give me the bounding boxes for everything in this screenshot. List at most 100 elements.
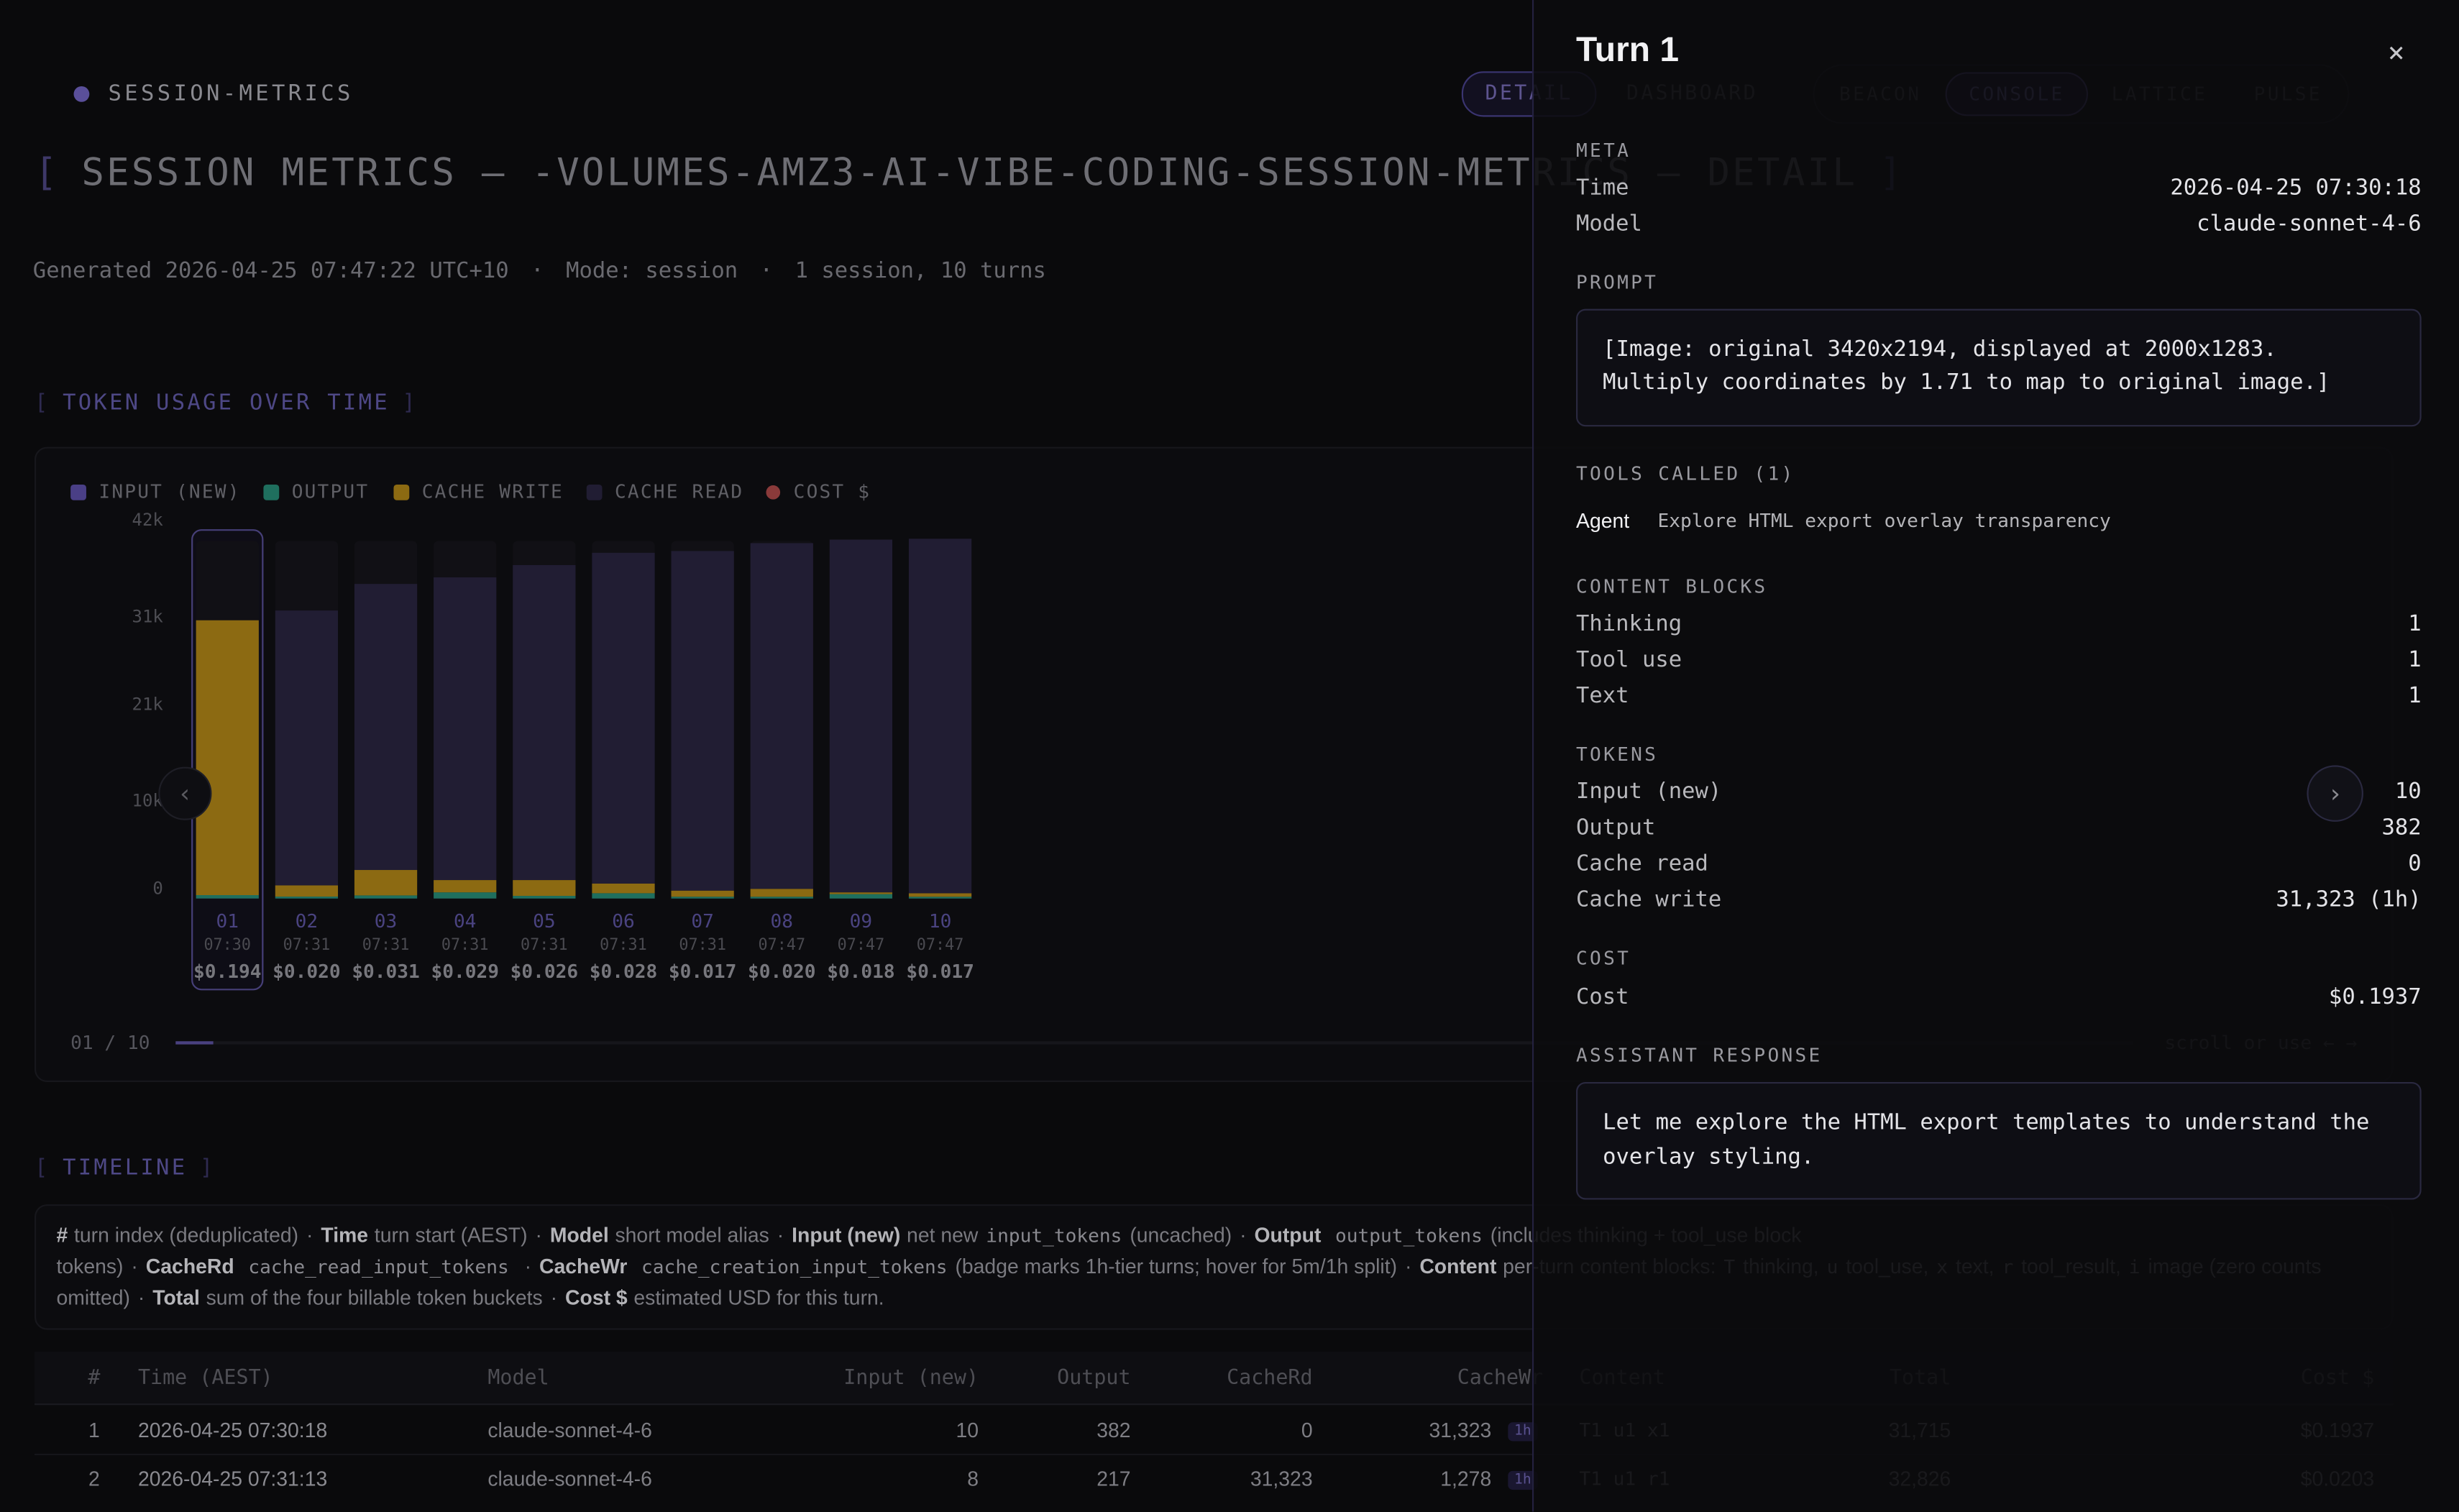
column-header: # bbox=[88, 1367, 100, 1390]
cost-label: $0.018 bbox=[827, 961, 894, 983]
prev-icon: ‹ bbox=[178, 779, 193, 808]
section-label: CONTENT BLOCKS bbox=[1576, 575, 1767, 597]
x-tick-label: 01 bbox=[216, 911, 239, 933]
x-tick-label: 10 bbox=[929, 911, 952, 933]
x-time-label: 07:31 bbox=[283, 936, 331, 954]
close-button[interactable]: × bbox=[2388, 37, 2405, 70]
bar-segment bbox=[909, 893, 971, 897]
legend-label: INPUT (NEW) bbox=[99, 481, 240, 503]
table-cell: 1 bbox=[88, 1419, 100, 1442]
bar-segment bbox=[513, 565, 575, 880]
row-key: Model bbox=[1576, 211, 1642, 237]
row-value: 10 bbox=[2395, 779, 2422, 805]
meta-line: Generated 2026-04-25 07:47:22 UTC+10·Mod… bbox=[33, 259, 1046, 284]
row-key: Input (new) bbox=[1576, 779, 1721, 805]
x-time-label: 07:31 bbox=[362, 936, 410, 954]
section-label: TOKENS bbox=[1576, 743, 1658, 766]
bracket: [ bbox=[35, 1155, 50, 1181]
legend-text: turn index (deduplicated) bbox=[74, 1223, 298, 1247]
bar-segment bbox=[830, 892, 892, 894]
bracket: [ bbox=[35, 150, 60, 194]
column-header: CacheWr bbox=[1457, 1367, 1544, 1390]
x-time-label: 07:47 bbox=[758, 936, 805, 954]
legend-label: COST $ bbox=[794, 481, 871, 503]
row-key: Cost bbox=[1576, 985, 1629, 1010]
legend-text: estimated USD for this turn. bbox=[633, 1286, 884, 1310]
y-tick-label: 42k bbox=[132, 510, 164, 530]
row-value: claude-sonnet-4-6 bbox=[2197, 211, 2422, 237]
response-text: Let me explore the HTML export templates… bbox=[1603, 1106, 2394, 1175]
y-tick-label: 21k bbox=[132, 694, 164, 714]
separator: · bbox=[760, 259, 773, 284]
row-value: 31,323 (1h) bbox=[2276, 888, 2421, 913]
legend-label: OUTPUT bbox=[292, 481, 370, 503]
section-title-text: TIMELINE bbox=[63, 1155, 187, 1181]
y-tick-label: 0 bbox=[152, 879, 162, 899]
separator: · bbox=[1405, 1255, 1411, 1278]
table-cell: claude-sonnet-4-6 bbox=[487, 1467, 652, 1490]
column-header: Input (new) bbox=[843, 1367, 979, 1390]
row-key: Tool use bbox=[1576, 648, 1682, 673]
bracket: [ bbox=[35, 390, 50, 416]
legend-term: Model bbox=[550, 1223, 609, 1247]
separator: · bbox=[1240, 1223, 1246, 1247]
legend-term: CacheRd bbox=[146, 1255, 234, 1278]
legend-code: cache_read_input_tokens bbox=[248, 1256, 508, 1278]
bar-segment bbox=[672, 891, 734, 897]
bar-segment bbox=[592, 553, 654, 884]
column-header: Model bbox=[487, 1367, 549, 1390]
legend-label: CACHE READ bbox=[615, 481, 743, 503]
cost-label: $0.020 bbox=[273, 961, 340, 983]
x-tick-label: 07 bbox=[691, 911, 713, 933]
bar-segment bbox=[354, 870, 417, 895]
cost-label: $0.017 bbox=[906, 961, 974, 983]
bar-segment bbox=[275, 897, 338, 899]
bracket: ] bbox=[402, 390, 418, 416]
bar-segment bbox=[592, 893, 654, 898]
legend-term: # bbox=[57, 1223, 68, 1247]
column-header: Output bbox=[1057, 1367, 1130, 1390]
legend-text: (badge marks 1h-tier turns; hover for 5m… bbox=[955, 1255, 1397, 1278]
drawer-title: Turn 1 bbox=[1576, 29, 1679, 70]
legend-term: Cost $ bbox=[565, 1286, 628, 1310]
tool-desc: Explore HTML export overlay transparency bbox=[1657, 510, 2110, 532]
legend-swatch bbox=[587, 485, 603, 500]
row-value: 382 bbox=[2381, 815, 2421, 840]
bar-segment bbox=[434, 577, 496, 880]
x-tick-label: 08 bbox=[771, 911, 794, 933]
legend-term: Input (new) bbox=[792, 1223, 900, 1247]
x-tick-label: 09 bbox=[850, 911, 873, 933]
bar-segment bbox=[196, 895, 259, 899]
separator: · bbox=[306, 1223, 313, 1247]
table-cell: 2026-04-25 07:31:13 bbox=[138, 1467, 327, 1490]
row-value: 1 bbox=[2408, 684, 2421, 709]
meta-item: Generated 2026-04-25 07:47:22 UTC+10 bbox=[33, 259, 509, 284]
bar-segment bbox=[275, 610, 338, 885]
section-label: PROMPT bbox=[1576, 271, 1658, 293]
row-value: 1 bbox=[2408, 648, 2421, 673]
bar-segment bbox=[909, 897, 971, 898]
table-cell: 10 bbox=[956, 1419, 979, 1442]
row-value: $0.1937 bbox=[2329, 985, 2422, 1010]
brand-dot bbox=[74, 86, 90, 102]
separator: · bbox=[131, 1255, 137, 1278]
separator: · bbox=[525, 1255, 531, 1278]
table-cell: 31,323 bbox=[1429, 1419, 1492, 1442]
bar-segment bbox=[672, 551, 734, 890]
separator: · bbox=[531, 259, 544, 284]
legend-swatch bbox=[393, 485, 409, 500]
x-time-label: 07:47 bbox=[838, 936, 885, 954]
legend-code: output_tokens bbox=[1335, 1224, 1483, 1247]
bar-segment bbox=[830, 894, 892, 899]
scroll-thumb[interactable] bbox=[175, 1041, 213, 1044]
bracket: ] bbox=[200, 1155, 216, 1181]
table-cell: 217 bbox=[1096, 1467, 1130, 1490]
bar-segment bbox=[513, 896, 575, 899]
legend-term: Content bbox=[1419, 1255, 1496, 1278]
legend-text: turn start (AEST) bbox=[375, 1223, 528, 1247]
bar-segment bbox=[513, 880, 575, 896]
table-cell: 2026-04-25 07:30:18 bbox=[138, 1419, 327, 1442]
tool-name: Agent bbox=[1576, 509, 1629, 533]
bar-segment bbox=[751, 889, 813, 897]
